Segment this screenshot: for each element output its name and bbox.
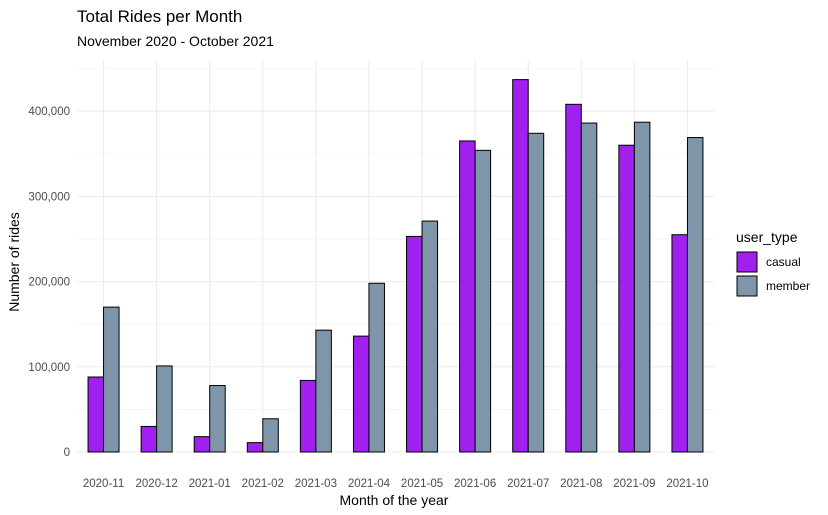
x-axis-title: Month of the year: [340, 492, 449, 508]
y-axis-ticks: 0 100,000 200,000 300,000 400,000: [28, 106, 70, 459]
x-tick-label: 2021-04: [348, 478, 391, 490]
bars: [87, 79, 704, 453]
y-tick-label: 0: [64, 447, 70, 459]
x-tick-label: 2021-10: [666, 478, 708, 490]
x-tick-label: 2021-08: [560, 478, 602, 490]
bar-casual-2021-02: [246, 442, 264, 453]
x-tick-label: 2021-03: [295, 478, 337, 490]
bar-member-2021-04: [368, 282, 385, 453]
legend-label-casual: casual: [766, 255, 801, 269]
bar-member-2021-10: [686, 137, 704, 453]
legend-label-member: member: [766, 279, 810, 293]
y-tick-label: 300,000: [28, 191, 70, 203]
bar-casual-2021-09: [618, 144, 635, 453]
x-tick-label: 2021-06: [454, 478, 496, 490]
bar-member-2021-08: [580, 122, 598, 453]
chart-title: Total Rides per Month: [77, 7, 242, 26]
bar-casual-2020-11: [87, 376, 105, 453]
x-tick-label: 2021-01: [189, 478, 231, 490]
y-tick-label: 200,000: [28, 277, 70, 289]
x-tick-label: 2021-09: [613, 478, 655, 490]
bar-member-2021-09: [633, 121, 651, 453]
chart-subtitle: November 2020 - October 2021: [77, 33, 274, 49]
bar-member-2021-01: [209, 385, 226, 453]
bar-casual-2021-10: [671, 234, 688, 453]
bar-casual-2021-07: [512, 79, 529, 453]
bar-casual-2021-05: [406, 235, 423, 453]
bar-casual-2021-06: [459, 140, 476, 453]
legend: user_type casual member: [736, 229, 810, 297]
legend-title: user_type: [736, 229, 798, 245]
y-tick-label: 400,000: [28, 106, 70, 118]
bar-casual-2020-12: [140, 425, 158, 453]
bar-member-2021-02: [262, 418, 279, 453]
bar-member-2021-05: [421, 220, 439, 453]
bar-member-2020-11: [103, 306, 120, 453]
x-tick-label: 2021-05: [401, 478, 443, 490]
legend-key-member: [736, 275, 758, 297]
bar-member-2021-06: [474, 149, 492, 453]
bar-casual-2021-08: [565, 103, 582, 453]
x-tick-label: 2020-12: [136, 478, 178, 490]
x-tick-label: 2020-11: [83, 478, 124, 490]
y-axis-title: Number of rides: [6, 212, 22, 312]
bar-member-2021-03: [315, 329, 332, 453]
legend-key-casual: [736, 251, 758, 273]
bar-casual-2021-03: [299, 379, 317, 453]
y-tick-label: 100,000: [28, 362, 70, 374]
bar-member-2021-07: [527, 132, 545, 453]
x-tick-label: 2021-07: [507, 478, 549, 490]
bar-member-2020-12: [156, 365, 173, 453]
x-tick-label: 2021-02: [242, 478, 284, 490]
x-axis-ticks: 2020-11 2020-12 2021-01 2021-02 2021-03 2021-…: [83, 478, 709, 490]
bar-casual-2021-04: [352, 335, 370, 453]
bar-casual-2021-01: [193, 436, 211, 453]
